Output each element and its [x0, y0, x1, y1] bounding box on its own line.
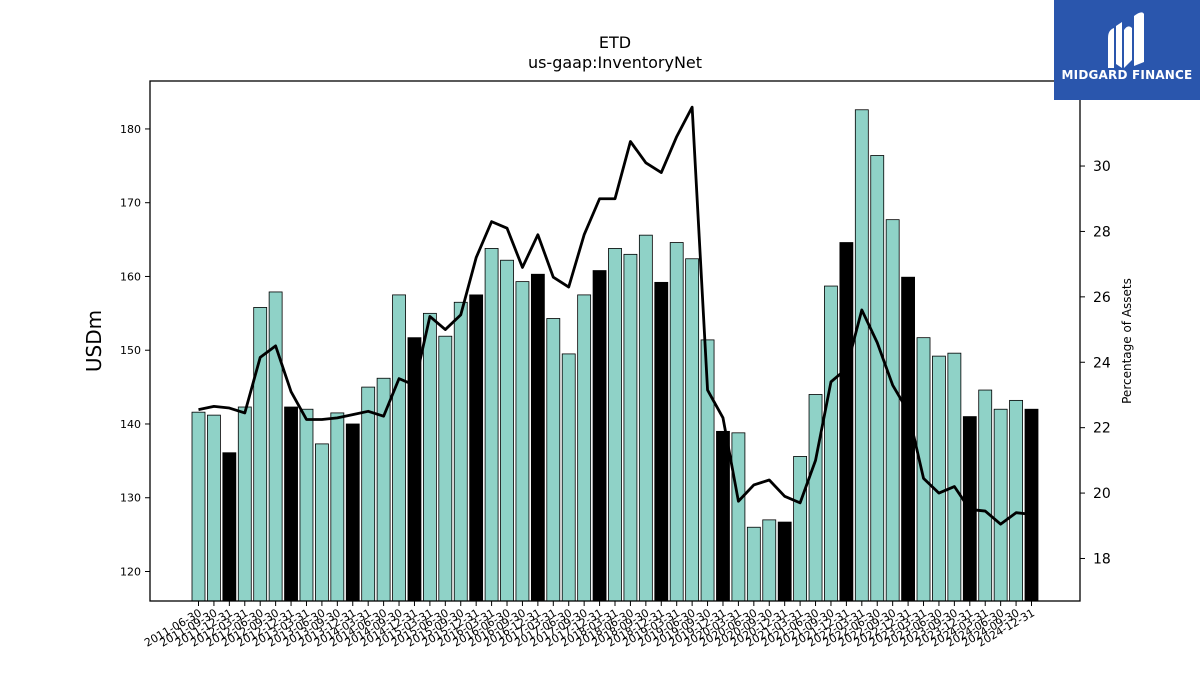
y-axis-label: USDm: [82, 310, 106, 372]
bar-2022-03-31: [854, 109, 869, 602]
y-axis-right: 18 20 22 24 26 28 30: [1080, 159, 1111, 567]
bar-2013-09-30: [330, 412, 345, 602]
y-tick-label: 140: [120, 418, 141, 431]
bar-2020-03-31: [731, 432, 746, 602]
y-tick-label: 180: [120, 123, 141, 136]
bar-2013-06-30: [315, 443, 329, 602]
bar-2016-03-31: [484, 248, 499, 602]
bar-2023-06-30: [932, 355, 946, 602]
y2-tick-label: 20: [1093, 486, 1111, 502]
bar-2018-12-31: [654, 281, 669, 602]
bar-2017-09-30: [577, 294, 592, 602]
x-axis: 2011-06-302011-09-302011-12-312012-03-31…: [142, 601, 1037, 650]
bar-2015-09-30: [453, 301, 468, 602]
bar-2014-03-31: [361, 386, 376, 602]
bar-2011-06-30: [191, 411, 206, 602]
bar-2024-09-30: [1009, 399, 1023, 602]
bar-2021-09-30: [824, 285, 838, 602]
bar-2012-09-30: [268, 291, 283, 602]
logo-mark-icon: [1108, 12, 1144, 68]
y2-tick-label: 30: [1093, 159, 1111, 175]
bar-2018-09-30: [638, 234, 653, 602]
y2-axis-label: Percentage of Assets: [1120, 278, 1134, 404]
bar-2014-09-30: [392, 294, 406, 602]
chart-subtitle: us-gaap:InventoryNet: [528, 53, 702, 72]
bar-2011-12-31: [222, 452, 237, 602]
y-tick-label: 160: [120, 270, 141, 283]
y-tick-label: 130: [120, 492, 141, 505]
percentage-line: [198, 105, 1032, 526]
bar-2013-12-31: [345, 423, 360, 602]
bar-2021-06-30: [808, 394, 823, 602]
y2-tick-label: 22: [1093, 421, 1111, 437]
bar-2014-06-30: [376, 377, 391, 602]
bar-2011-09-30: [207, 414, 221, 602]
y-tick-label: 170: [120, 197, 141, 210]
bar-2013-03-31: [299, 408, 314, 602]
bar-2023-09-30: [947, 352, 962, 602]
bar-2015-06-30: [438, 335, 453, 602]
bar-2020-12-31: [777, 521, 792, 602]
bar-2018-06-30: [623, 253, 638, 602]
bar-2018-03-31: [608, 248, 622, 602]
bar-2019-03-31: [669, 242, 684, 602]
y2-tick-label: 18: [1093, 551, 1111, 567]
bar-2012-06-30: [253, 307, 268, 602]
bar-2020-06-30: [746, 526, 761, 602]
y-tick-label: 120: [120, 565, 141, 578]
bar-2021-12-31: [839, 242, 854, 602]
brand-logo: MIDGARD FINANCE: [1054, 0, 1200, 100]
y-axis-left: 120 130 140 150 160 170 180: [120, 123, 150, 578]
y-tick-label: 150: [120, 344, 141, 357]
bar-2015-03-31: [422, 312, 437, 602]
bar-2022-06-30: [870, 155, 885, 602]
bar-2023-03-31: [916, 337, 931, 602]
bar-2024-03-31: [978, 389, 993, 602]
bar-2016-09-30: [515, 281, 530, 602]
bar-2024-06-30: [993, 408, 1008, 602]
bar-2017-03-31: [546, 318, 561, 602]
bar-2014-12-31: [407, 337, 422, 602]
bar-2016-12-31: [530, 273, 545, 602]
y2-tick-label: 24: [1093, 355, 1111, 371]
bar-2015-12-31: [469, 294, 484, 602]
bar-2022-12-31: [901, 276, 915, 602]
y2-tick-label: 26: [1093, 290, 1111, 306]
percentage-line-series: [198, 105, 1032, 526]
bar-2012-12-31: [284, 406, 298, 602]
bar-2019-12-31: [716, 430, 730, 602]
bar-2021-03-31: [793, 456, 808, 602]
bar-2020-09-30: [762, 519, 777, 602]
bar-2017-12-31: [592, 270, 607, 602]
bar-2019-06-30: [685, 258, 700, 602]
y2-tick-label: 28: [1093, 224, 1111, 240]
bar-series: [191, 109, 1039, 602]
bar-2022-09-30: [885, 219, 900, 602]
bar-2024-12-31: [1024, 408, 1039, 602]
chart-title: ETD: [599, 33, 631, 52]
bar-2012-03-31: [237, 406, 252, 602]
bar-2017-06-30: [561, 353, 576, 602]
logo-text: MIDGARD FINANCE: [1061, 68, 1193, 82]
bar-2016-06-30: [500, 259, 514, 602]
